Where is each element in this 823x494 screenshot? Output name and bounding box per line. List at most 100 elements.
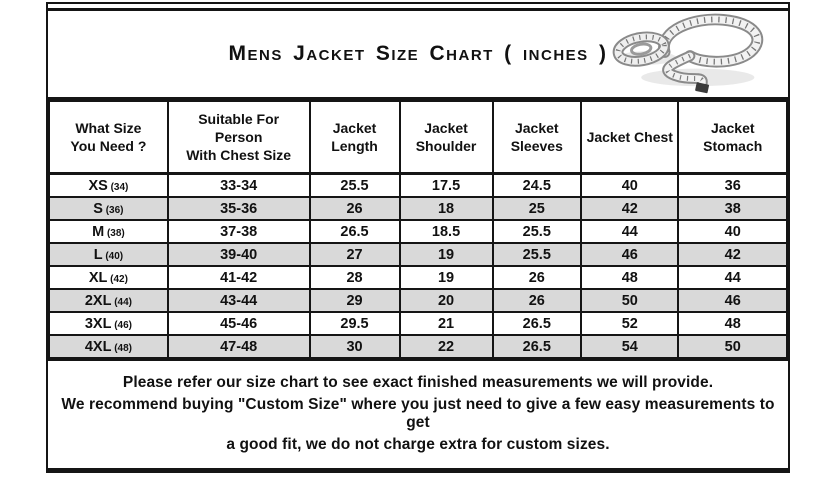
note-line2-custom-size: "Custom Size" bbox=[237, 396, 347, 413]
measurement-cell: 24.5 bbox=[491, 172, 583, 198]
size-chart: Mens Jacket Size Chart ( inches ) bbox=[46, 2, 790, 473]
measurement-cell: 26 bbox=[308, 196, 401, 221]
measurement-cell: 50 bbox=[580, 288, 680, 313]
size-cell: M (38) bbox=[48, 219, 169, 244]
measurement-cell: 26 bbox=[491, 288, 583, 313]
size-label: 2XL bbox=[84, 292, 112, 309]
size-table-header: What Size You Need ? Suitable For Person… bbox=[48, 100, 788, 175]
measurement-cell: 26.5 bbox=[308, 219, 401, 244]
size-cell: 2XL (44) bbox=[48, 288, 169, 313]
col-header-what-size: What Size You Need ? bbox=[48, 100, 169, 175]
size-chest-note: (44) bbox=[111, 296, 132, 308]
measurement-cell: 52 bbox=[580, 311, 680, 336]
measurement-cell: 19 bbox=[398, 242, 494, 267]
size-cell: L (40) bbox=[48, 242, 169, 267]
size-chest-note: (46) bbox=[111, 319, 132, 331]
size-chest-note: (42) bbox=[107, 273, 128, 285]
size-chest-note: (48) bbox=[111, 342, 132, 354]
measurement-cell: 50 bbox=[677, 334, 788, 359]
measurement-cell: 25.5 bbox=[308, 172, 401, 198]
measurement-cell: 46 bbox=[677, 288, 788, 313]
measurement-cell: 28 bbox=[308, 265, 401, 290]
page-title: Mens Jacket Size Chart ( inches ) bbox=[228, 42, 608, 65]
measurement-cell: 17.5 bbox=[398, 172, 494, 198]
col-header-jacket-chest: Jacket Chest bbox=[580, 100, 680, 175]
size-label: XL bbox=[88, 269, 108, 286]
size-label: 3XL bbox=[84, 315, 112, 332]
measurement-cell: 46 bbox=[580, 242, 680, 267]
size-cell: 4XL (48) bbox=[48, 334, 169, 359]
size-cell: XS (34) bbox=[48, 172, 169, 198]
notes-box: Please refer our size chart to see exact… bbox=[48, 359, 788, 468]
size-label: 4XL bbox=[84, 338, 112, 355]
measurement-cell: 37-38 bbox=[166, 219, 311, 244]
measurement-cell: 25.5 bbox=[491, 219, 583, 244]
measurement-cell: 25 bbox=[491, 196, 583, 221]
table-row: L (40) 39-40 27 19 25.5 46 42 bbox=[48, 242, 788, 267]
title-row: Mens Jacket Size Chart ( inches ) bbox=[48, 11, 788, 100]
measurement-cell: 35-36 bbox=[166, 196, 311, 221]
size-cell: XL (42) bbox=[48, 265, 169, 290]
note-line-3: a good fit, we do not charge extra for c… bbox=[226, 436, 610, 453]
measurement-cell: 27 bbox=[308, 242, 401, 267]
measurement-cell: 22 bbox=[398, 334, 494, 359]
note-line-2: We recommend buying "Custom Size" where … bbox=[56, 396, 780, 432]
header-row: What Size You Need ? Suitable For Person… bbox=[48, 100, 788, 175]
measurement-cell: 42 bbox=[580, 196, 680, 221]
size-table: What Size You Need ? Suitable For Person… bbox=[48, 100, 788, 359]
measurement-cell: 29 bbox=[308, 288, 401, 313]
size-chest-note: (38) bbox=[104, 227, 125, 239]
note-line-1: Please refer our size chart to see exact… bbox=[122, 374, 714, 391]
measurement-cell: 54 bbox=[580, 334, 680, 359]
size-chest-note: (40) bbox=[102, 250, 124, 262]
size-cell: 3XL (46) bbox=[48, 311, 169, 336]
measurement-cell: 21 bbox=[398, 311, 494, 336]
measurement-cell: 48 bbox=[677, 311, 788, 336]
note-line2-prefix: We recommend buying bbox=[61, 396, 238, 413]
measurement-cell: 30 bbox=[308, 334, 401, 359]
measurement-cell: 47-48 bbox=[166, 334, 311, 359]
measurement-cell: 25.5 bbox=[491, 242, 583, 267]
size-chest-note: (34) bbox=[107, 181, 129, 193]
measurement-cell: 33-34 bbox=[166, 172, 311, 198]
measurement-cell: 19 bbox=[398, 265, 494, 290]
table-row: M (38) 37-38 26.5 18.5 25.5 44 40 bbox=[48, 219, 788, 244]
measurement-cell: 20 bbox=[398, 288, 494, 313]
size-table-body: XS (34) 33-34 25.5 17.5 24.5 40 36 S (36) 35-36 2… bbox=[48, 172, 788, 359]
measurement-cell: 18 bbox=[398, 196, 494, 221]
col-header-jacket-length: Jacket Length bbox=[308, 100, 401, 175]
col-header-jacket-shoulder: Jacket Shoulder bbox=[398, 100, 494, 175]
table-row: XL (42) 41-42 28 19 26 48 44 bbox=[48, 265, 788, 290]
measurement-cell: 26.5 bbox=[491, 311, 583, 336]
measurement-cell: 43-44 bbox=[166, 288, 311, 313]
measurement-cell: 44 bbox=[677, 265, 788, 290]
size-label: L bbox=[93, 246, 103, 263]
measurement-cell: 36 bbox=[677, 172, 788, 198]
measuring-tape-icon bbox=[612, 13, 764, 94]
measurement-cell: 44 bbox=[580, 219, 680, 244]
measurement-cell: 26.5 bbox=[491, 334, 583, 359]
measurement-cell: 41-42 bbox=[166, 265, 311, 290]
measurement-cell: 45-46 bbox=[166, 311, 311, 336]
table-row: 3XL (46) 45-46 29.5 21 26.5 52 48 bbox=[48, 311, 788, 336]
top-edge-strip bbox=[48, 4, 788, 11]
col-header-jacket-stomach: Jacket Stomach bbox=[677, 100, 788, 175]
table-row: 4XL (48) 47-48 30 22 26.5 54 50 bbox=[48, 334, 788, 359]
size-label: M bbox=[92, 223, 105, 240]
col-header-jacket-sleeves: Jacket Sleeves bbox=[491, 100, 583, 175]
col-header-suitable-for: Suitable For Person With Chest Size bbox=[166, 100, 311, 175]
note-line2-suffix: where you just need to give a few easy m… bbox=[346, 396, 775, 431]
measurement-cell: 40 bbox=[677, 219, 788, 244]
table-row: S (36) 35-36 26 18 25 42 38 bbox=[48, 196, 788, 221]
size-label: S bbox=[93, 200, 103, 217]
measurement-cell: 48 bbox=[580, 265, 680, 290]
size-label: XS bbox=[88, 177, 108, 194]
table-row: 2XL (44) 43-44 29 20 26 50 46 bbox=[48, 288, 788, 313]
measurement-cell: 40 bbox=[580, 172, 680, 198]
measurement-cell: 18.5 bbox=[398, 219, 494, 244]
table-row: XS (34) 33-34 25.5 17.5 24.5 40 36 bbox=[48, 172, 788, 198]
measurement-cell: 26 bbox=[491, 265, 583, 290]
measurement-cell: 39-40 bbox=[166, 242, 311, 267]
measurement-cell: 29.5 bbox=[308, 311, 401, 336]
size-chest-note: (36) bbox=[102, 204, 124, 216]
